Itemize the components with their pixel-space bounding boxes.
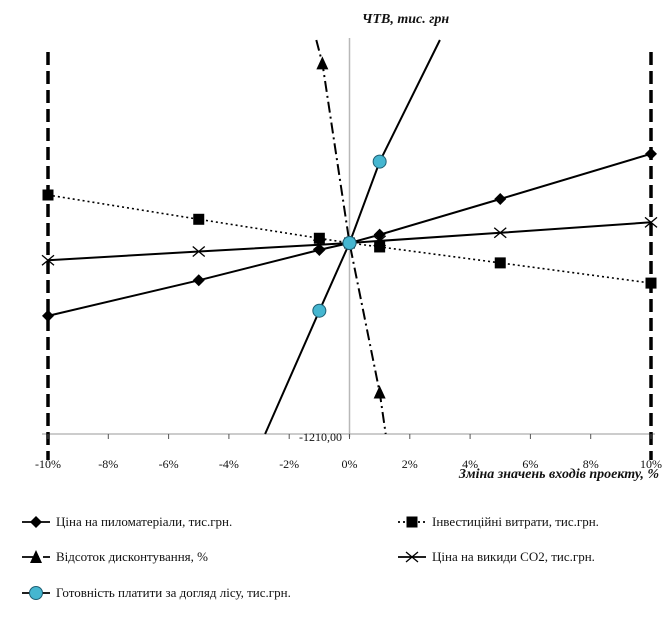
x-marker-stroke	[41, 254, 55, 266]
series-5-point	[372, 154, 387, 169]
origin-point	[342, 236, 357, 250]
series-4-point	[192, 246, 206, 258]
y-axis-label: ЧТВ, тис. грн	[362, 12, 449, 27]
series-3-point	[373, 385, 386, 399]
legend-swatch-marker	[30, 550, 42, 563]
series-2-point	[313, 232, 325, 244]
legend-swatch-marker	[406, 516, 418, 528]
legend-item-5: Готовність платити за догляд лісу, тис.г…	[22, 585, 291, 600]
x-marker-stroke	[493, 227, 507, 239]
x-tick-label: 8%	[583, 457, 599, 471]
series-2-point	[193, 213, 205, 225]
legend-swatch-marker	[405, 551, 419, 563]
y-min-label: -1210,00	[299, 430, 342, 444]
x-tick-label: 0%	[342, 457, 358, 471]
legend: Ціна на пиломатеріали, тис.грн. Інвестиці…	[22, 514, 599, 600]
series-5-point	[312, 303, 327, 318]
series-4-point	[312, 239, 326, 251]
x-tick-label: 4%	[462, 457, 478, 471]
legend-swatch-marker	[29, 586, 43, 600]
legend-item-3: Відсоток дисконтування, %	[22, 549, 208, 564]
legend-label: Інвестиційні витрати, тис.грн.	[432, 514, 599, 529]
series-4-point	[41, 254, 55, 266]
x-axis-label: Зміна значень входів проекту, %	[458, 467, 659, 482]
x-tick-labels: -10% -8% -6% -4% -2% 0% 2% 4% 6% 8% 10%	[35, 457, 662, 471]
x-marker-stroke	[373, 235, 387, 247]
legend-swatch-marker	[30, 516, 42, 528]
series-4-point	[493, 227, 507, 239]
series-1-point	[645, 147, 657, 160]
legend-label: Ціна на пиломатеріали, тис.грн.	[56, 514, 232, 529]
series-4-point	[373, 235, 387, 247]
series-markers	[41, 56, 658, 399]
legend-label: Ціна на викиди СО2, тис.грн.	[432, 549, 595, 564]
legend-label: Готовність платити за догляд лісу, тис.г…	[56, 585, 291, 600]
series-2-point	[42, 189, 54, 201]
x-marker-stroke	[312, 239, 326, 251]
x-tick-label: 10%	[640, 457, 662, 471]
x-tick-label: -10%	[35, 457, 61, 471]
x-tick-label: 2%	[402, 457, 418, 471]
legend-item-2: Інвестиційні витрати, тис.грн.	[398, 514, 599, 529]
series-1-point	[42, 309, 54, 322]
series-1-point	[494, 192, 507, 205]
x-marker-stroke	[405, 551, 419, 563]
series-4-point	[644, 216, 658, 228]
x-tick-label: 6%	[522, 457, 538, 471]
legend-item-1: Ціна на пиломатеріали, тис.грн.	[22, 514, 232, 529]
x-tick-label: -8%	[98, 457, 118, 471]
series-2-point	[645, 277, 657, 289]
x-tick-label: -4%	[219, 457, 239, 471]
legend-label: Відсоток дисконтування, %	[56, 549, 208, 564]
series-2-point	[374, 241, 386, 253]
series-1-point	[373, 228, 386, 241]
x-tick-label: -2%	[279, 457, 299, 471]
legend-item-4: Ціна на викиди СО2, тис.грн.	[398, 549, 595, 564]
x-tick-label: -6%	[159, 457, 179, 471]
series-1-point	[192, 274, 205, 287]
x-marker-stroke	[192, 246, 206, 258]
x-marker-stroke	[644, 216, 658, 228]
series-2-point	[494, 257, 506, 269]
series-3-point	[316, 56, 329, 70]
